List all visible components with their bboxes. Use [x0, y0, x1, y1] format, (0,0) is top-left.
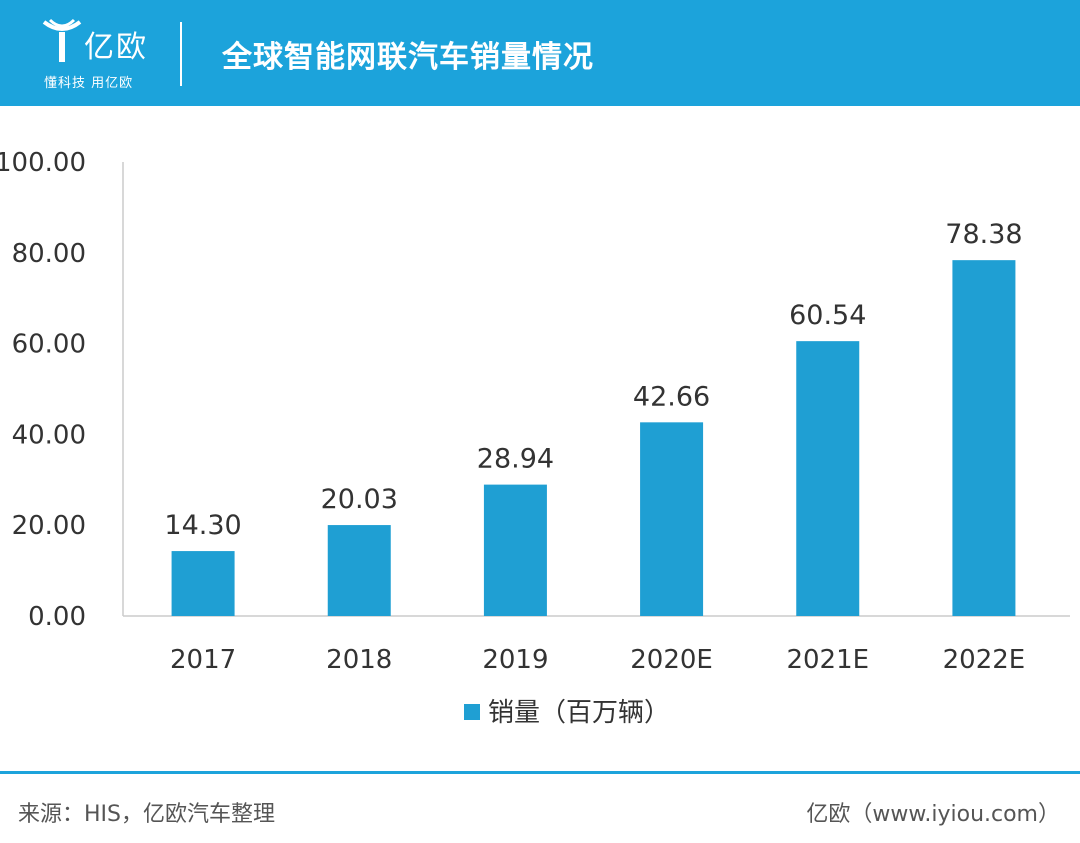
footer-divider	[0, 771, 1080, 774]
yiou-logo-icon	[42, 18, 82, 62]
legend-label: 销量（百万辆）	[488, 698, 670, 728]
legend-swatch	[464, 704, 480, 720]
bar-chart: 0.00 20.00 40.00 60.00 80.00 100.00 14.30 2017 2…	[0, 148, 1070, 728]
x-tick-label: 2020E	[630, 645, 713, 675]
data-label: 42.66	[633, 381, 710, 412]
y-tick-label: 40.00	[12, 420, 86, 450]
y-tick-label: 80.00	[12, 239, 86, 269]
x-tick-label: 2022E	[943, 645, 1026, 675]
bar	[952, 260, 1016, 616]
logo-text: 亿欧	[84, 30, 148, 65]
header-divider	[180, 22, 182, 86]
x-tick-label: 2021E	[786, 645, 869, 675]
x-tick-label: 2017	[170, 645, 236, 675]
data-label: 28.94	[477, 444, 554, 475]
data-label: 78.38	[945, 219, 1022, 250]
header-banner: 亿欧 懂科技 用亿欧 全球智能网联汽车销量情况	[0, 0, 1080, 106]
chart-title: 全球智能网联汽车销量情况	[222, 40, 594, 75]
x-tick-label: 2019	[482, 645, 548, 675]
y-tick-label: 20.00	[12, 511, 86, 541]
bar	[483, 484, 547, 616]
bar	[796, 341, 860, 616]
data-label: 20.03	[321, 484, 398, 515]
bar	[327, 525, 391, 616]
y-tick-label: 60.00	[12, 330, 86, 360]
y-tick-label: 0.00	[28, 602, 86, 632]
bar	[171, 551, 235, 616]
logo-slogan: 懂科技 用亿欧	[44, 76, 134, 91]
y-tick-label: 100.00	[0, 148, 86, 178]
data-label: 14.30	[164, 510, 241, 541]
credit-note: 亿欧（www.iyiou.com）	[806, 802, 1060, 827]
data-label: 60.54	[789, 300, 866, 331]
source-note: 来源：HIS，亿欧汽车整理	[18, 802, 275, 827]
bar	[640, 422, 704, 616]
x-tick-label: 2018	[326, 645, 392, 675]
